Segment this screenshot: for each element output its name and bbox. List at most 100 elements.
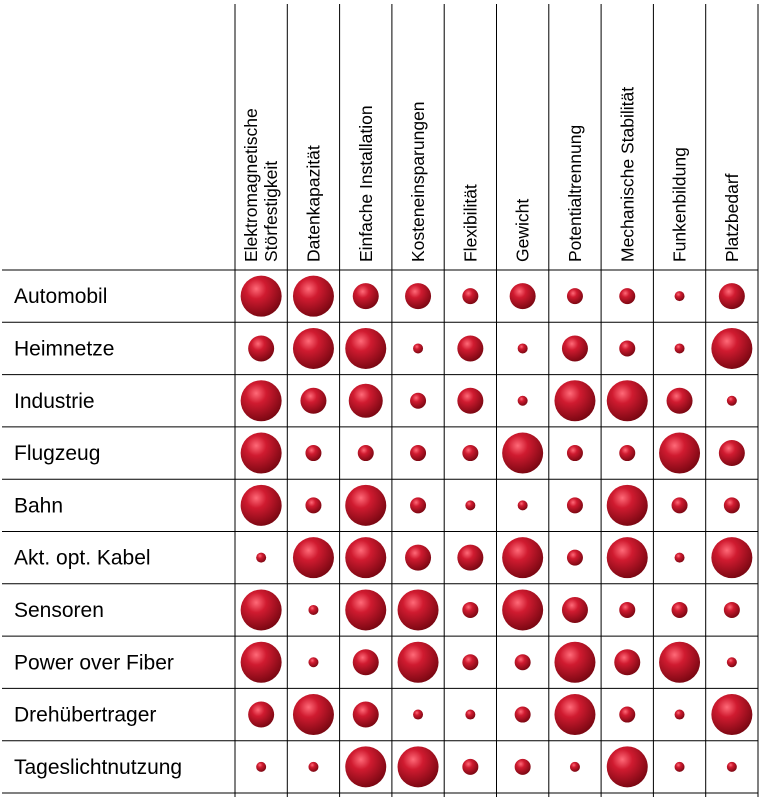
- bubble: [305, 445, 322, 462]
- bubble: [514, 758, 531, 775]
- bubble: [606, 484, 648, 526]
- bubble: [671, 497, 688, 514]
- bubble: [462, 758, 479, 775]
- bubble: [397, 746, 439, 788]
- column-label: Platzbedarf: [722, 173, 742, 262]
- bubble: [726, 395, 737, 406]
- bubble: [718, 440, 745, 467]
- bubble: [554, 694, 596, 736]
- bubble: [308, 761, 319, 772]
- bubble: [410, 497, 427, 514]
- bubble: [352, 701, 379, 728]
- bubble: [517, 500, 528, 511]
- bubble: [240, 641, 282, 683]
- bubble: [674, 709, 685, 720]
- row-label: Akt. opt. Kabel: [14, 547, 151, 570]
- bubble: [345, 589, 387, 631]
- column-label: Mechanische Stabilität: [617, 87, 637, 262]
- row-label: Sensoren: [14, 599, 104, 622]
- bubble: [723, 497, 740, 514]
- column-label: Gewicht: [513, 199, 533, 262]
- row-label: Automobil: [14, 285, 107, 308]
- bubble: [619, 340, 636, 357]
- bubbles: [240, 275, 753, 788]
- bubble: [554, 641, 596, 683]
- bubble: [348, 383, 383, 418]
- row-label: Flugzeug: [14, 442, 100, 465]
- bubble: [659, 432, 701, 474]
- bubble: [292, 537, 334, 579]
- bubble: [345, 537, 387, 579]
- bubble: [457, 335, 484, 362]
- bubble: [711, 537, 753, 579]
- column-labels: Elektromagnetische Störfestigkeit Datenkap…: [241, 87, 742, 262]
- bubble: [614, 649, 641, 676]
- bubble: [413, 709, 424, 720]
- grid-lines: [2, 4, 759, 797]
- bubble: [554, 380, 596, 422]
- bubble: [292, 275, 334, 317]
- bubble: [256, 761, 267, 772]
- bubble: [619, 601, 636, 618]
- column-label: Einfache Installation: [356, 105, 376, 262]
- bubble: [462, 445, 479, 462]
- bubble: [674, 343, 685, 354]
- bubble: [345, 746, 387, 788]
- bubble: [711, 694, 753, 736]
- bubble: [659, 641, 701, 683]
- column-label: Flexibilität: [460, 184, 480, 262]
- bubble: [248, 335, 275, 362]
- bubble: [305, 497, 322, 514]
- bubble: [619, 445, 636, 462]
- row-labels: Automobil Heimnetze Industrie Flugzeug Bahn A…: [14, 285, 182, 779]
- bubble: [352, 649, 379, 676]
- bubble: [517, 395, 528, 406]
- bubble: [308, 604, 319, 615]
- column-label: Potentialtrennung: [565, 125, 585, 262]
- bubble: [345, 484, 387, 526]
- bubble: [465, 709, 476, 720]
- column-label: Elektromagnetische: [241, 108, 261, 262]
- column-label: Datenkapazität: [303, 145, 323, 262]
- bubble: [666, 387, 693, 414]
- bubble: [671, 601, 688, 618]
- bubble: [357, 445, 374, 462]
- bubble: [561, 335, 588, 362]
- bubble: [462, 601, 479, 618]
- bubble: [606, 746, 648, 788]
- bubble: [711, 327, 753, 369]
- bubble: [566, 445, 583, 462]
- bubble: [619, 706, 636, 723]
- bubble: [517, 343, 528, 354]
- bubble: [240, 275, 282, 317]
- bubble: [292, 694, 334, 736]
- bubble: [397, 641, 439, 683]
- bubble: [397, 589, 439, 631]
- bubble: [674, 761, 685, 772]
- row-label: Power over Fiber: [14, 651, 174, 674]
- bubble: [619, 288, 636, 305]
- bubble: [566, 288, 583, 305]
- column-label: Funkenbildung: [670, 147, 690, 262]
- column-label: Störfestigkeit: [261, 161, 281, 262]
- bubble: [405, 544, 432, 571]
- bubble: [240, 380, 282, 422]
- bubble: [569, 761, 580, 772]
- bubble: [240, 484, 282, 526]
- bubble: [674, 291, 685, 302]
- bubble: [566, 549, 583, 566]
- bubble: [726, 657, 737, 668]
- bubble: [352, 283, 379, 310]
- bubble: [561, 596, 588, 623]
- bubble: [514, 706, 531, 723]
- row-label: Heimnetze: [14, 337, 114, 360]
- bubble: [405, 283, 432, 310]
- row-label: Industrie: [14, 390, 95, 413]
- bubble: [462, 654, 479, 671]
- bubble: [256, 552, 267, 563]
- bubble: [240, 589, 282, 631]
- bubble: [606, 537, 648, 579]
- bubble: [502, 537, 544, 579]
- bubble: [248, 701, 275, 728]
